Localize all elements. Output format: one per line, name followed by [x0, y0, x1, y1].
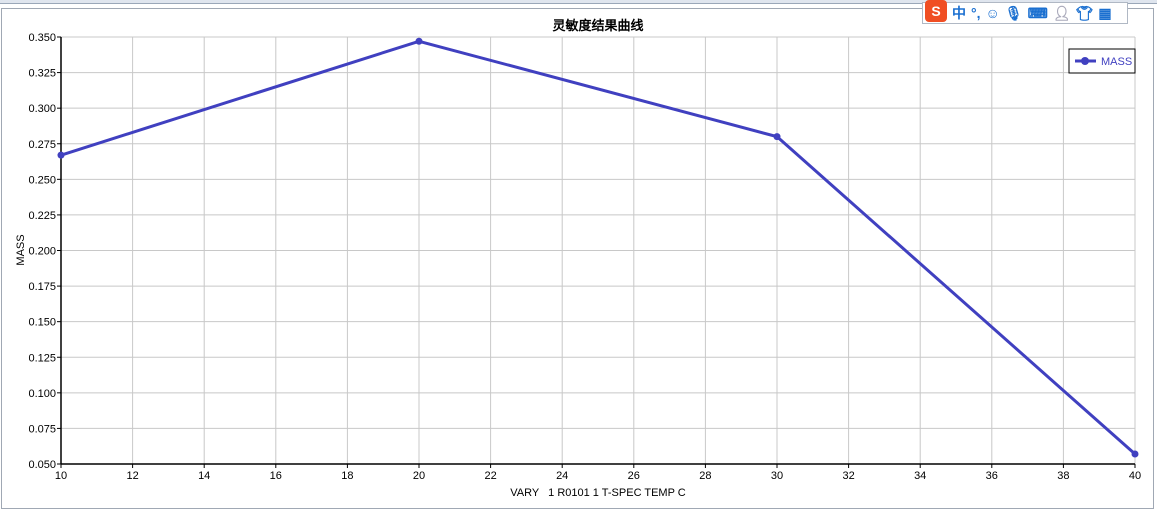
x-tick-label: 24: [556, 470, 568, 482]
y-axis-label: MASS: [15, 234, 27, 265]
x-tick-label: 26: [628, 470, 640, 482]
x-tick-label: 32: [842, 470, 854, 482]
y-tick-label: 0.250: [28, 174, 56, 186]
x-tick-label: 12: [126, 470, 138, 482]
user-icon[interactable]: 👤︎: [1052, 4, 1071, 21]
keyboard-icon[interactable]: ⌨: [1027, 4, 1048, 21]
legend-marker: [1081, 57, 1089, 65]
x-tick-label: 22: [484, 470, 496, 482]
sogou-logo-icon[interactable]: S: [925, 0, 947, 22]
x-tick-label: 20: [413, 470, 425, 482]
emoji-icon[interactable]: ☺: [985, 5, 1000, 21]
x-tick-label: 14: [198, 470, 210, 482]
legend-label: MASS: [1101, 56, 1132, 68]
y-tick-label: 0.325: [28, 68, 56, 80]
y-tick-label: 0.050: [28, 459, 56, 471]
y-tick-label: 0.125: [28, 352, 56, 364]
x-tick-label: 38: [1057, 470, 1069, 482]
grid-icon[interactable]: ▦: [1098, 4, 1112, 21]
y-tick-label: 0.175: [28, 281, 56, 293]
y-tick-label: 0.200: [28, 246, 56, 258]
data-point: [415, 37, 423, 45]
y-tick-label: 0.225: [28, 210, 56, 222]
y-tick-label: 0.075: [28, 423, 56, 435]
skin-icon[interactable]: 👕︎: [1075, 4, 1094, 21]
y-tick-label: 0.150: [28, 317, 56, 329]
tab-strip: [0, 0, 1157, 4]
x-tick-label: 30: [771, 470, 783, 482]
microphone-icon[interactable]: 🎙︎: [1004, 4, 1023, 21]
ime-toolbar[interactable]: S 中 °, ☺ 🎙︎ ⌨ 👤︎ 👕︎ ▦: [922, 0, 1128, 24]
ime-punct-button[interactable]: °,: [971, 5, 981, 21]
x-tick-label: 28: [699, 470, 711, 482]
data-point: [773, 133, 781, 141]
x-tick-label: 16: [270, 470, 282, 482]
chart-title: 灵敏度结果曲线: [552, 18, 643, 33]
tick-labels: 10 12 14 16 18 20 22 24 26 28 30 32 34 36 38 40 0.050 0.0…: [28, 32, 1141, 482]
x-axis-label: VARY 1 R0101 1 T-SPEC TEMP C: [510, 487, 686, 499]
x-tick-label: 18: [341, 470, 353, 482]
y-tick-label: 0.100: [28, 388, 56, 400]
y-tick-label: 0.300: [28, 103, 56, 115]
series: [57, 37, 1139, 458]
x-tick-label: 10: [55, 470, 67, 482]
data-point: [1131, 450, 1139, 458]
chart-frame: [1, 8, 1154, 509]
series-line-mass: [60, 39, 1136, 456]
ime-mode-button[interactable]: 中: [952, 5, 966, 21]
y-tick-label: 0.350: [28, 32, 56, 44]
grid: [60, 36, 1136, 465]
axes: [57, 36, 1136, 468]
x-tick-label: 36: [986, 470, 998, 482]
y-tick-label: 0.275: [28, 139, 56, 151]
legend: MASS: [1068, 48, 1136, 74]
data-point: [57, 151, 65, 159]
x-tick-label: 34: [914, 470, 926, 482]
x-tick-label: 40: [1129, 470, 1141, 482]
